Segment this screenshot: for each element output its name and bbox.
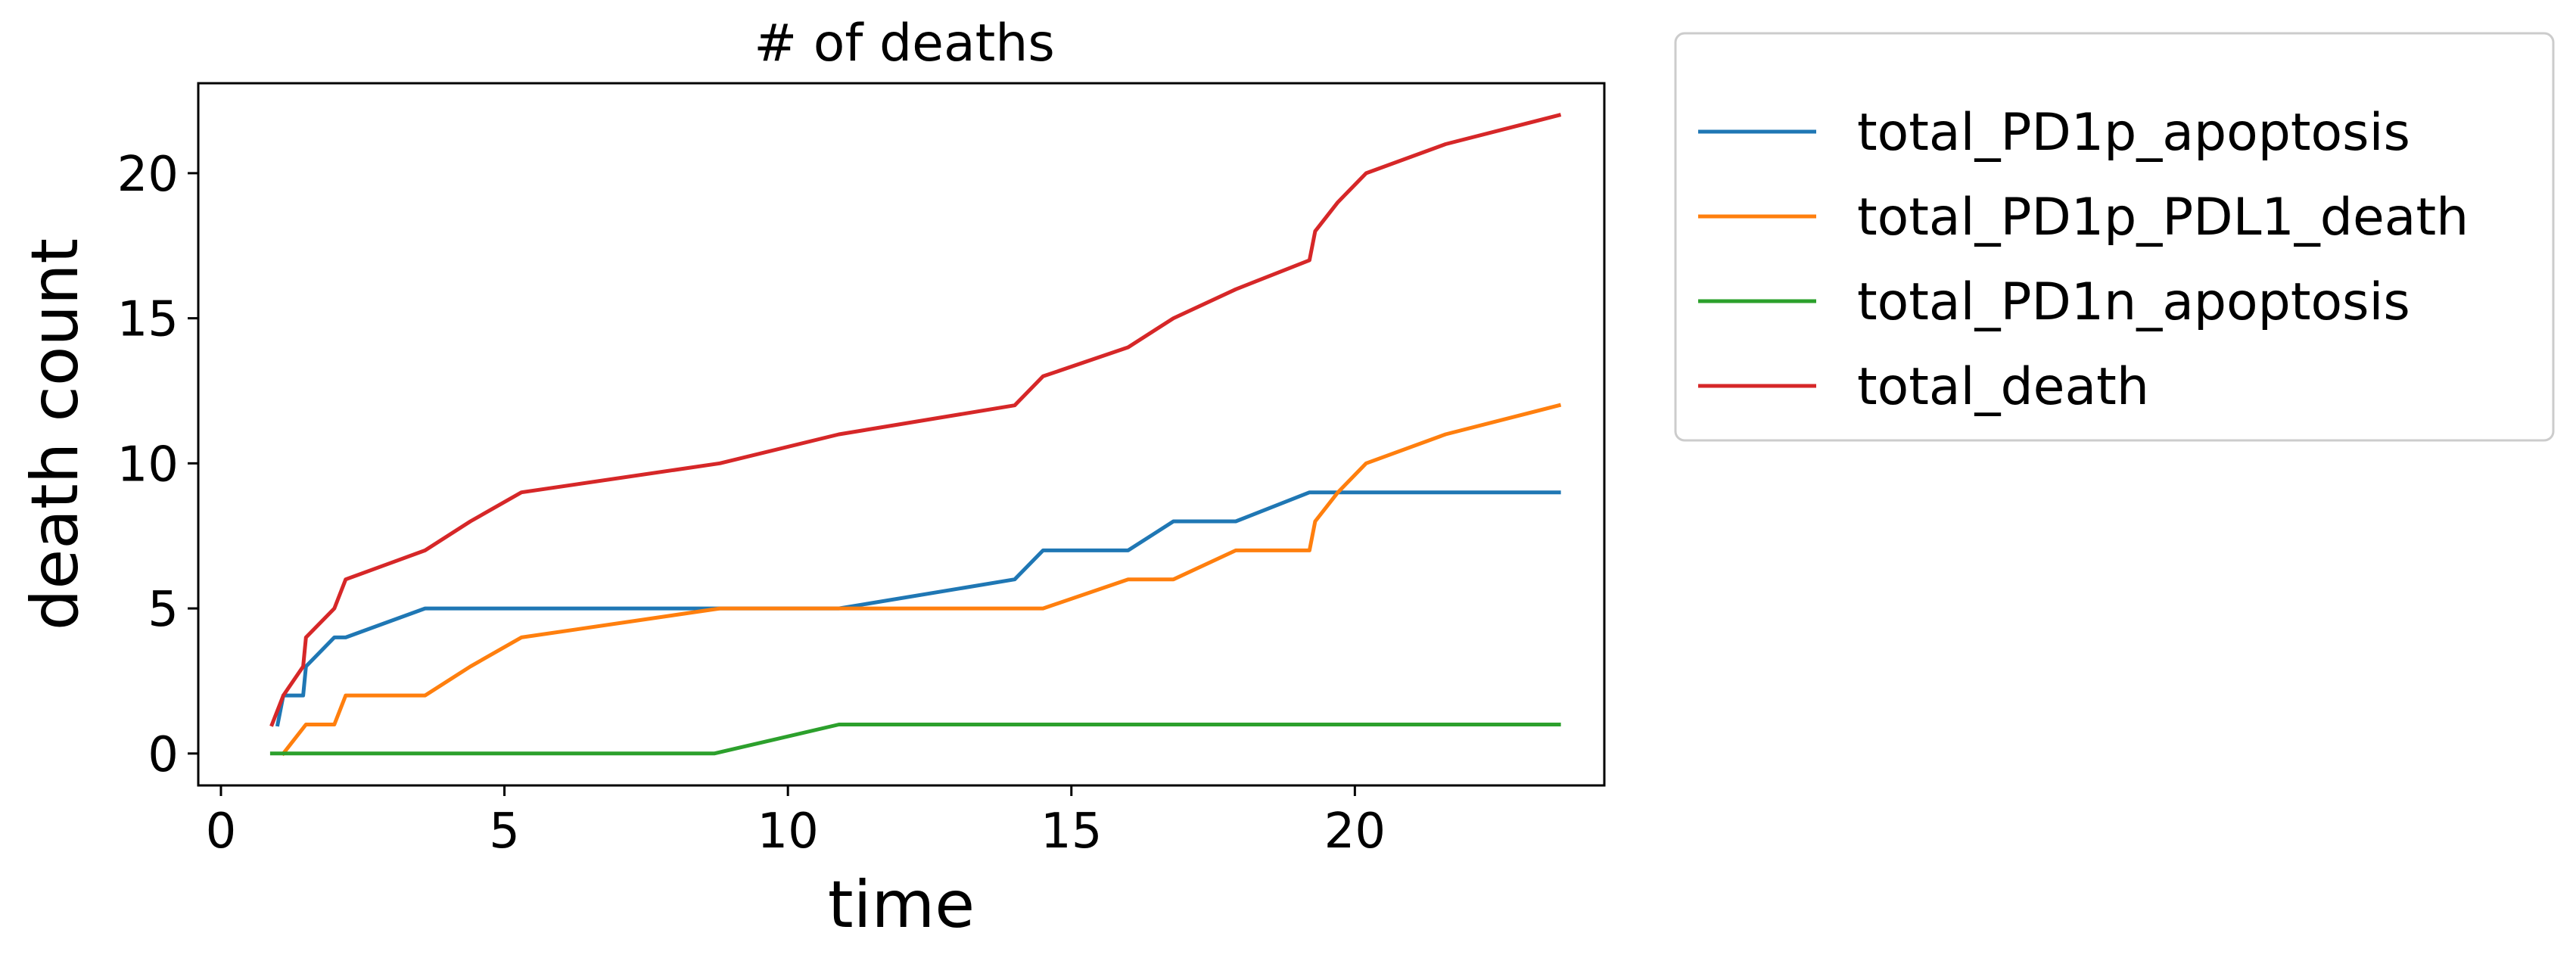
x-tick-label: 0 [206, 804, 237, 860]
series-line-total-pd1p-pdl1-death [280, 403, 1562, 757]
y-tick-label: 0 [148, 727, 179, 783]
y-tick-label: 15 [117, 292, 179, 348]
y-axis-title: death count [17, 238, 93, 630]
y-tick-label: 5 [148, 582, 179, 638]
chart-title: # of deaths [754, 14, 1055, 73]
x-axis-title: time [828, 867, 975, 943]
series-line-total-death [269, 113, 1562, 727]
legend-frame [1674, 32, 2555, 442]
x-tick-label: 10 [757, 804, 818, 860]
legend-label: total_PD1n_apoptosis [1857, 272, 2410, 332]
x-tick-label: 20 [1324, 804, 1386, 860]
legend: total_PD1p_apoptosis total_PD1p_PDL1_deat… [1674, 32, 2555, 442]
legend-label: total_death [1857, 357, 2149, 417]
series-line-total-pd1n-apoptosis [269, 723, 1561, 756]
y-axis-ticks: 0 5 10 15 20 [117, 147, 198, 783]
series-lines [269, 113, 1562, 757]
legend-label: total_PD1p_PDL1_death [1857, 188, 2469, 247]
legend-items: total_PD1p_apoptosis total_PD1p_PDL1_deat… [1698, 103, 2469, 417]
x-tick-label: 15 [1041, 804, 1102, 860]
legend-label: total_PD1p_apoptosis [1857, 103, 2410, 163]
x-tick-label: 5 [489, 804, 520, 860]
x-axis-ticks: 0 5 10 15 20 [206, 785, 1386, 860]
y-tick-label: 20 [117, 147, 179, 203]
plot-area-frame [197, 82, 1606, 787]
y-tick-label: 10 [117, 437, 179, 493]
